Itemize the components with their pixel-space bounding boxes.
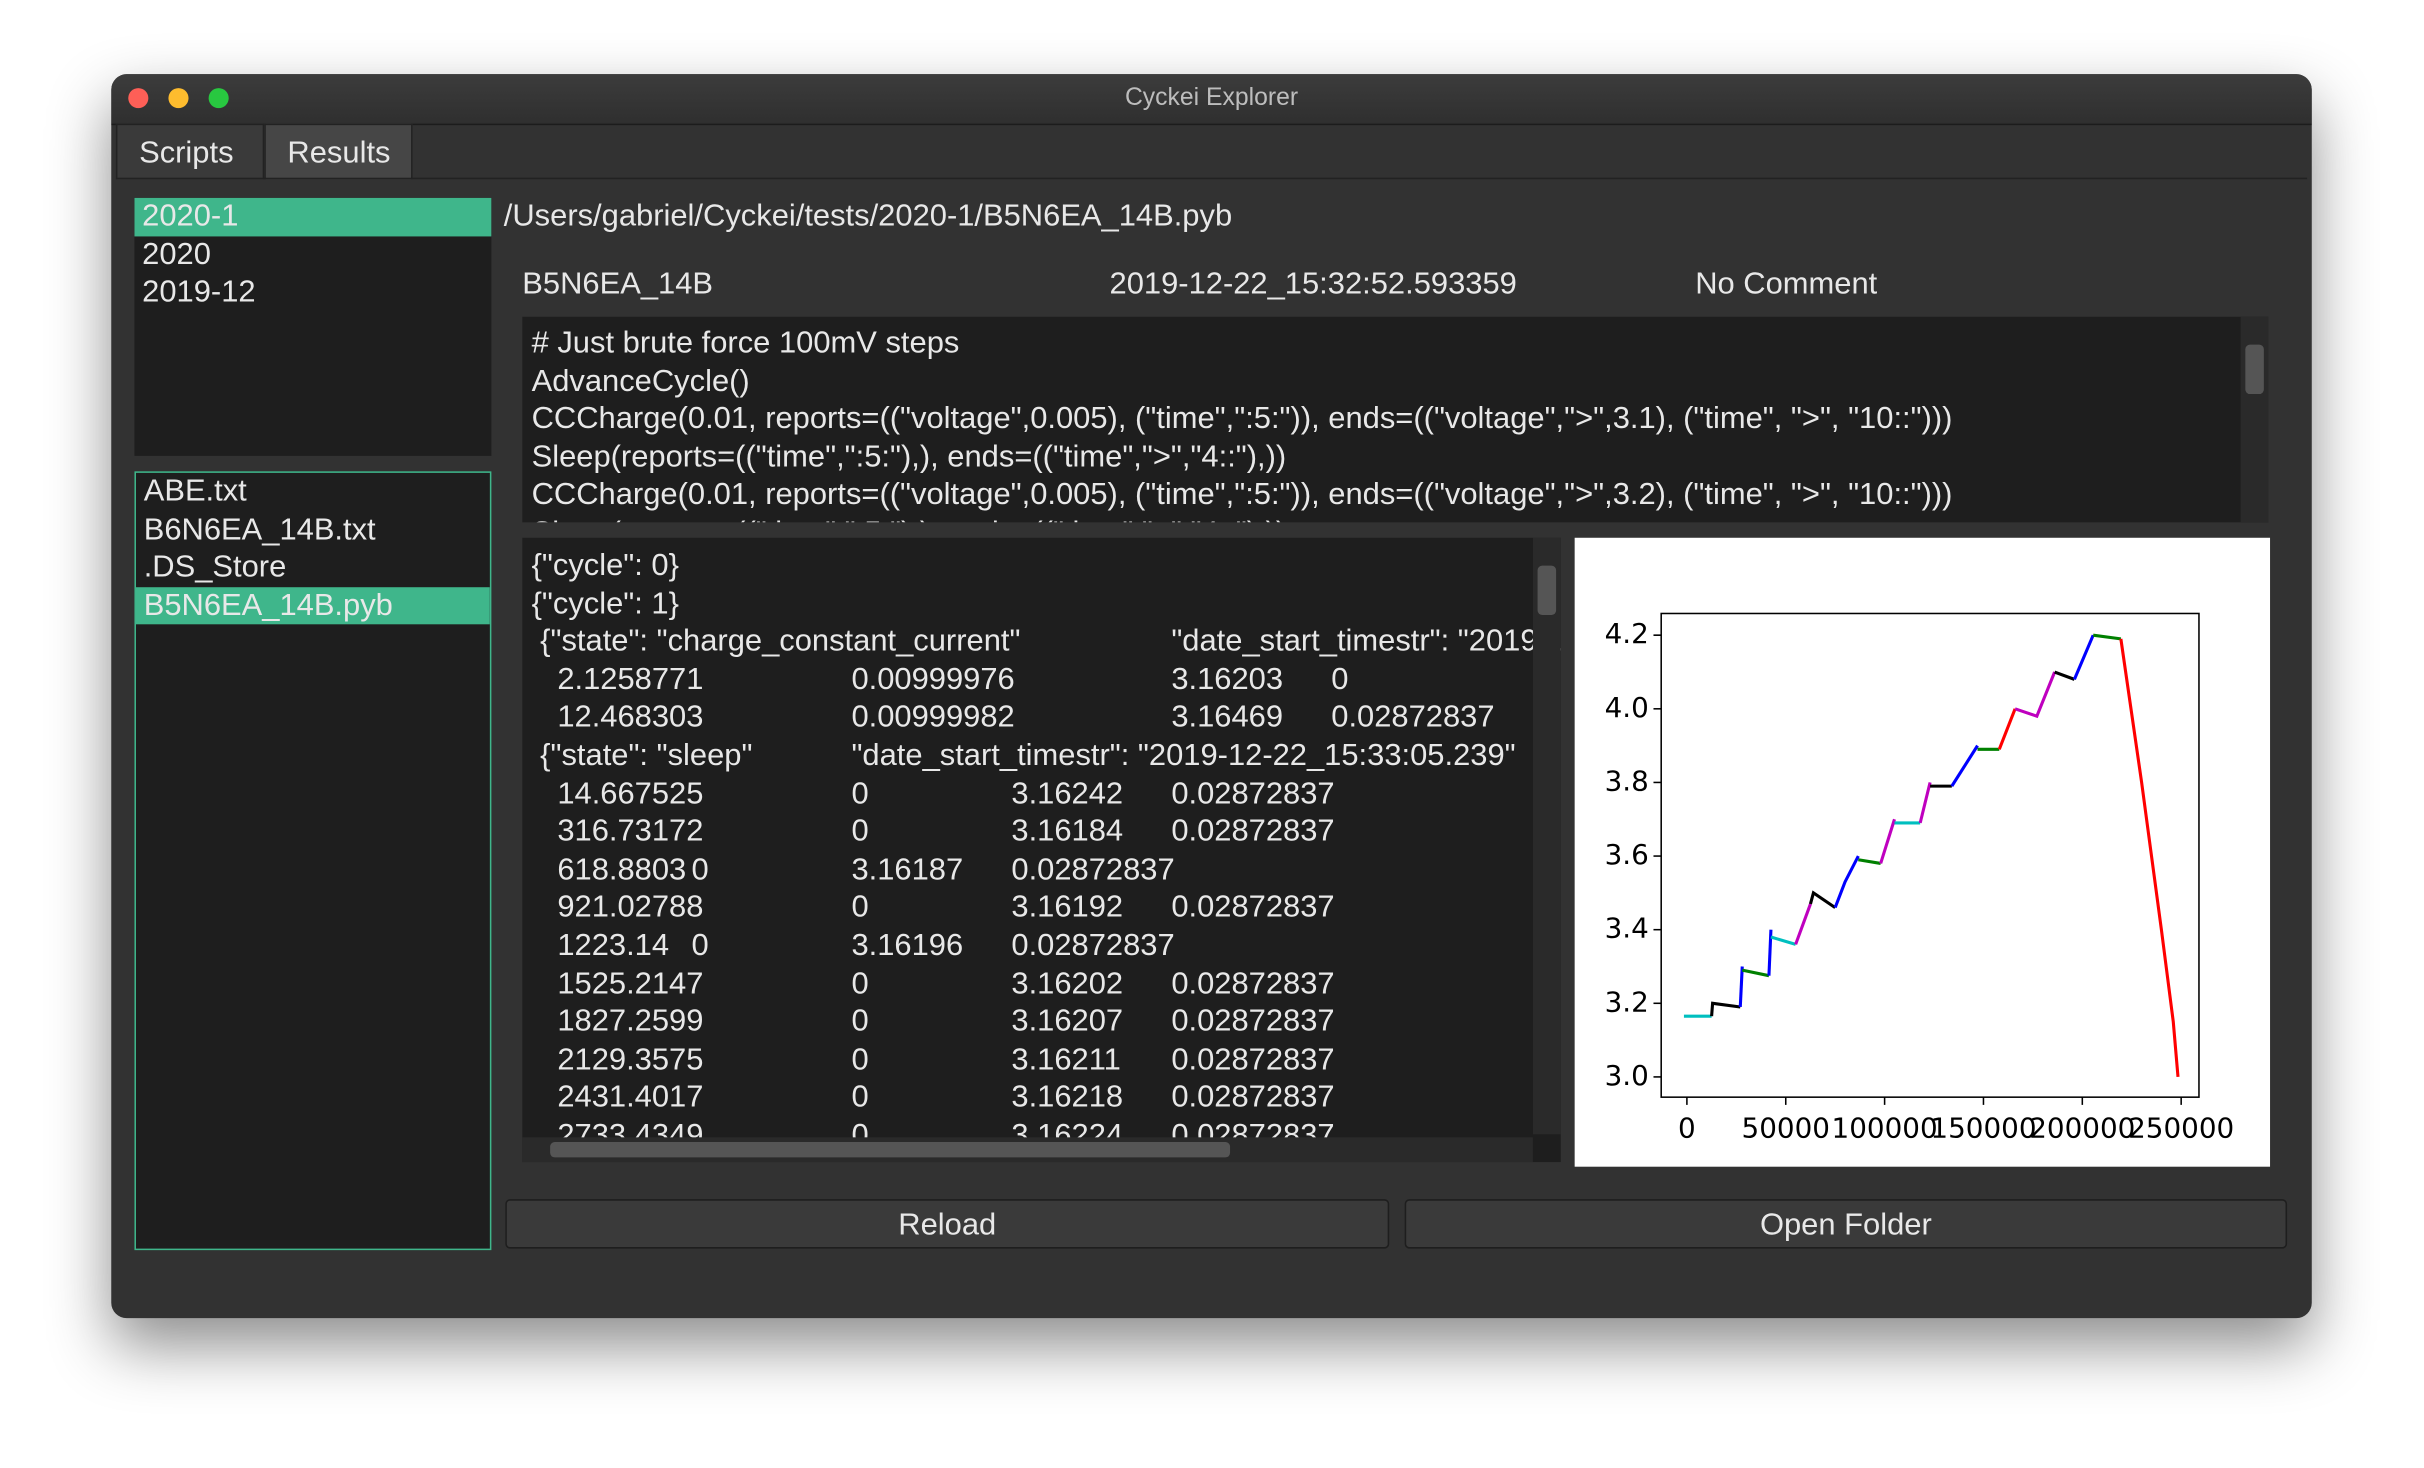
scrollbar[interactable] — [1532, 537, 1561, 1135]
zoom-button[interactable] — [208, 88, 229, 109]
x-tick-label: 50000 — [1742, 1112, 1830, 1145]
plot-frame — [1660, 612, 2200, 1098]
series-line — [2092, 633, 2122, 641]
script-view[interactable]: # Just brute force 100mV steps AdvanceCyc… — [522, 316, 2269, 523]
log-line: 921.02788 0 3.16192 0.02872837 — [531, 890, 1335, 925]
folder-item[interactable]: 2020-1 — [134, 197, 492, 236]
y-tick-label: 3.4 — [1605, 912, 1649, 945]
log-line: 1827.2599 0 3.16207 0.02872837 — [531, 1004, 1335, 1039]
log-line: {"state": "sleep" "date_start_timestr": … — [531, 738, 1516, 773]
log-line: 2129.3575 0 3.16211 0.02872837 — [531, 1042, 1335, 1077]
tab[interactable]: Scripts — [115, 123, 265, 180]
window: Cyckei Explorer Scripts Results 2020-1 20… — [111, 74, 2312, 1319]
y-tick-label: 3.2 — [1605, 985, 1649, 1018]
title-bar: Cyckei Explorer — [111, 74, 2312, 126]
minimize-button[interactable] — [168, 88, 189, 109]
series-line — [2014, 671, 2057, 719]
x-tick-label: 200000 — [2029, 1112, 2135, 1145]
open-folder-button[interactable]: Open Folder — [1404, 1199, 2288, 1249]
tab-selected[interactable]: Results — [264, 123, 413, 180]
log-line: {"cycle": 0} — [531, 548, 679, 583]
script-line: AdvanceCycle() — [531, 364, 750, 399]
log-view[interactable]: {"cycle": 0} {"cycle": 1} {"state": "char… — [522, 537, 1561, 1163]
file-path: /Users/gabriel/Cyckei/tests/2020-1/B5N6E… — [503, 199, 1233, 234]
series-line — [1741, 968, 1770, 978]
file-item[interactable]: ABE.txt — [143, 474, 247, 509]
log-line: 1223.14 0 3.16196 0.02872837 — [531, 928, 1175, 963]
series-line — [1833, 855, 1860, 909]
log-line: 2431.4017 0 3.16218 0.02872837 — [531, 1080, 1335, 1115]
file-item[interactable]: B6N6EA_14B.txt — [143, 512, 376, 547]
window-title: Cyckei Explorer — [1124, 84, 1299, 112]
script-line: Sleep(reports=(("time",":5:"),), ends=((… — [532, 515, 2260, 522]
series-line — [1950, 744, 1979, 787]
series-line — [1710, 1001, 1741, 1017]
file-list: ABE.txt B6N6EA_14B.txt .DS_Store B5N6EA_14B… — [134, 471, 492, 1251]
series-line — [1767, 929, 1773, 976]
file-item[interactable]: .DS_Store — [143, 550, 287, 585]
script-line: CCCharge(0.01, reports=(("voltage",0.005… — [531, 402, 1953, 437]
series-line — [2072, 634, 2095, 680]
log-line: {"state": "charge_constant_current" "dat… — [540, 624, 1561, 659]
series-line — [2119, 638, 2180, 1078]
file-item[interactable]: B5N6EA_14B.pyb — [135, 586, 490, 625]
y-tick-label: 4.0 — [1605, 691, 1649, 724]
timestamp: 2019-12-22_15:32:52.593359 — [1109, 267, 1517, 302]
script-line: Sleep(reports=(("time",":5:"),), ends=((… — [531, 440, 1287, 475]
y-tick-label: 3.6 — [1605, 838, 1649, 871]
scroll-thumb[interactable] — [2245, 344, 2264, 395]
scroll-thumb[interactable] — [1537, 565, 1557, 616]
log-line: 618.8803 0 3.16187 0.02872837 — [531, 852, 1175, 887]
x-tick-label: 250000 — [2128, 1112, 2234, 1145]
y-tick-label: 3.8 — [1605, 764, 1649, 797]
script-line: # Just brute force 100mV steps — [531, 326, 960, 361]
scrollbar[interactable] — [2240, 316, 2269, 523]
series-line — [1879, 818, 1896, 864]
log-line: 12.468303 0.00999982 3.16469 0.02872837 — [531, 700, 1495, 735]
log-line: 2.1258771 0.00999976 3.16203 0 — [531, 662, 1349, 697]
chart: 3.03.23.43.63.84.04.20 50000 1000001500002… — [1574, 537, 2271, 1167]
folder-item[interactable]: 2020 — [142, 237, 211, 272]
x-tick-label: 100000 — [1832, 1112, 1938, 1145]
y-tick-label: 3.0 — [1605, 1059, 1649, 1092]
log-line: 316.73172 0 3.16184 0.02872837 — [531, 814, 1335, 849]
series-line — [1997, 708, 2017, 750]
series-line — [1794, 903, 1812, 945]
scrollbar[interactable] — [522, 1137, 1533, 1163]
folder-item[interactable]: 2019-12 — [142, 275, 256, 310]
comment: No Comment — [1695, 267, 1878, 302]
series-line — [1918, 782, 1932, 824]
log-line: 1525.2147 0 3.16202 0.02872837 — [531, 966, 1335, 1001]
series-line — [1808, 890, 1837, 909]
log-line: {"cycle": 1} — [531, 586, 679, 621]
script-line: CCCharge(0.01, reports=(("voltage",0.005… — [531, 478, 1953, 513]
close-button[interactable] — [128, 88, 149, 109]
log-line: 14.667525 0 3.16242 0.02872837 — [531, 776, 1335, 811]
cell-name: B5N6EA_14B — [522, 267, 714, 302]
tab-divider — [115, 177, 2308, 180]
series-line — [1858, 858, 1881, 865]
series-line — [1738, 966, 1744, 1008]
series-line — [1770, 935, 1797, 946]
y-tick-label: 4.2 — [1605, 617, 1649, 650]
scroll-thumb[interactable] — [550, 1141, 1231, 1158]
series-line — [2054, 670, 2075, 681]
x-tick-label: 0 — [1678, 1112, 1696, 1145]
x-tick-label: 150000 — [1930, 1112, 2036, 1145]
reload-button[interactable]: Reload — [505, 1199, 1390, 1249]
folder-list: 2020-1 2020 2019-12 — [134, 197, 492, 456]
